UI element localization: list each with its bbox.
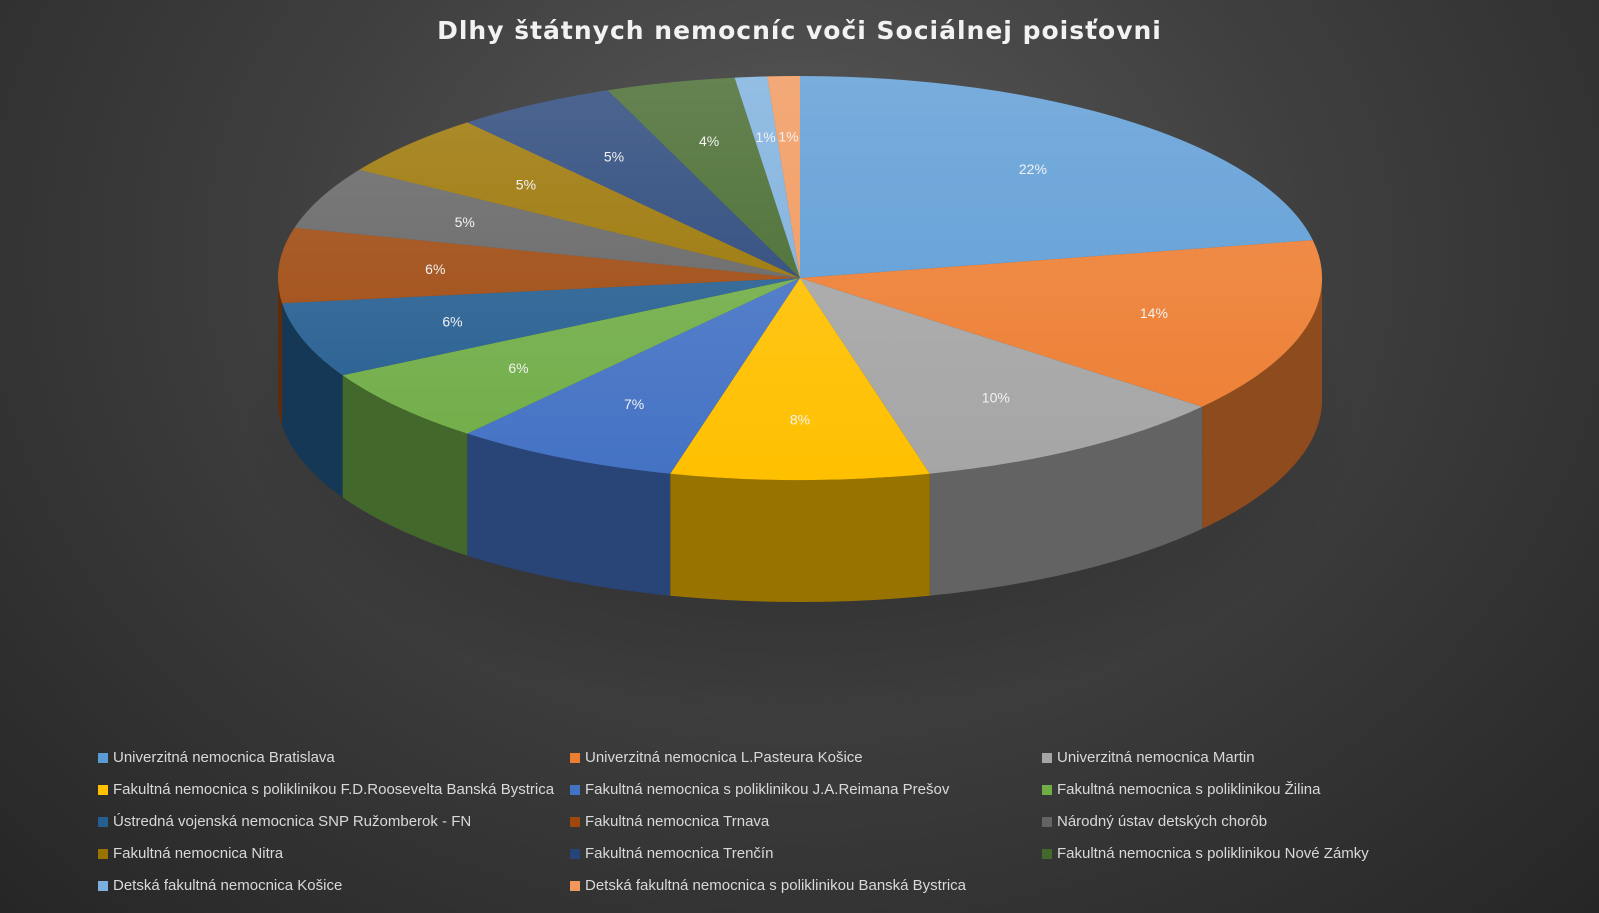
data-label-11: 4%: [699, 133, 719, 149]
legend-swatch-8: [1042, 816, 1052, 827]
legend-label-4: Fakultná nemocnica s poliklinikou J.A.Re…: [585, 781, 950, 798]
data-label-9: 5%: [516, 177, 536, 193]
data-label-1: 14%: [1140, 305, 1168, 321]
data-label-7: 6%: [425, 261, 445, 277]
legend-swatch-12: [98, 880, 108, 891]
legend-label-11: Fakultná nemocnica s poliklinikou Nové Z…: [1057, 845, 1369, 862]
legend-swatch-5: [1042, 784, 1052, 795]
legend-label-7: Fakultná nemocnica Trnava: [585, 813, 770, 830]
pie-side-2: [929, 406, 1203, 596]
legend-label-0: Univerzitná nemocnica Bratislava: [113, 749, 335, 766]
pie-side-7: [278, 278, 283, 426]
chart-title: Dlhy štátnych nemocníc voči Sociálnej po…: [437, 16, 1162, 45]
legend-item-6: Ústredná vojenská nemocnica SNP Ružomber…: [98, 812, 570, 831]
legend-item-7: Fakultná nemocnica Trnava: [570, 812, 1042, 831]
legend-label-12: Detská fakultná nemocnica Košice: [113, 877, 343, 894]
pie-side-5: [342, 375, 468, 556]
legend-item-1: Univerzitná nemocnica L.Pasteura Košice: [570, 748, 1042, 767]
legend-item-0: Univerzitná nemocnica Bratislava: [98, 748, 570, 767]
legend-item-9: Fakultná nemocnica Nitra: [98, 844, 570, 863]
legend-swatch-10: [570, 848, 580, 859]
legend-swatch-11: [1042, 848, 1052, 859]
data-label-3: 8%: [790, 411, 810, 427]
legend-item-8: Národný ústav detských chorôb: [1042, 812, 1514, 831]
legend-label-10: Fakultná nemocnica Trenčín: [585, 845, 774, 862]
data-label-13: 1%: [778, 129, 798, 145]
legend-swatch-7: [570, 816, 580, 827]
legend-item-3: Fakultná nemocnica s poliklinikou F.D.Ro…: [98, 780, 570, 799]
pie-side-4: [467, 433, 671, 596]
legend-label-6: Ústredná vojenská nemocnica SNP Ružomber…: [113, 813, 472, 830]
legend-label-2: Univerzitná nemocnica Martin: [1057, 749, 1255, 766]
legend-swatch-13: [570, 880, 580, 891]
pie-side-3: [670, 473, 930, 602]
legend-swatch-9: [98, 848, 108, 859]
pie-top: [278, 76, 1323, 481]
data-label-6: 6%: [442, 314, 462, 330]
legend-label-1: Univerzitná nemocnica L.Pasteura Košice: [585, 749, 863, 766]
legend-item-12: Detská fakultná nemocnica Košice: [98, 876, 570, 895]
legend: Univerzitná nemocnica Bratislava Univerzi…: [98, 748, 1538, 895]
legend-item-13: Detská fakultná nemocnica s poliklinikou…: [570, 876, 1042, 895]
legend-swatch-0: [98, 752, 108, 763]
legend-swatch-2: [1042, 752, 1052, 763]
legend-item-5: Fakultná nemocnica s poliklinikou Žilina: [1042, 780, 1514, 799]
legend-item-10: Fakultná nemocnica Trenčín: [570, 844, 1042, 863]
data-label-0: 22%: [1019, 161, 1047, 177]
pie-top-shine: [278, 76, 1322, 480]
pie-side-6: [282, 303, 343, 498]
legend-swatch-1: [570, 752, 580, 763]
data-label-2: 10%: [982, 389, 1010, 405]
legend-swatch-3: [98, 784, 108, 795]
legend-swatch-4: [570, 784, 580, 795]
legend-item-11: Fakultná nemocnica s poliklinikou Nové Z…: [1042, 844, 1514, 863]
pie-sides: [278, 278, 1322, 602]
legend-item-2: Univerzitná nemocnica Martin: [1042, 748, 1514, 767]
pie-side-1: [1202, 278, 1322, 529]
legend-swatch-6: [98, 816, 108, 827]
legend-label-5: Fakultná nemocnica s poliklinikou Žilina: [1057, 781, 1321, 798]
data-label-4: 7%: [624, 396, 644, 412]
data-label-12: 1%: [755, 129, 775, 145]
legend-label-9: Fakultná nemocnica Nitra: [113, 845, 284, 862]
pie-labels: 22% 14% 10% 8% 7% 6% 6% 6% 5% 5% 5% 4% 1% 1%: [425, 129, 1168, 428]
legend-label-8: Národný ústav detských chorôb: [1057, 813, 1268, 830]
legend-label-3: Fakultná nemocnica s poliklinikou F.D.Ro…: [113, 781, 555, 798]
data-label-10: 5%: [604, 148, 624, 164]
legend-item-4: Fakultná nemocnica s poliklinikou J.A.Re…: [570, 780, 1042, 799]
legend-label-13: Detská fakultná nemocnica s poliklinikou…: [585, 877, 967, 894]
data-label-8: 5%: [455, 214, 475, 230]
data-label-5: 6%: [508, 360, 528, 376]
